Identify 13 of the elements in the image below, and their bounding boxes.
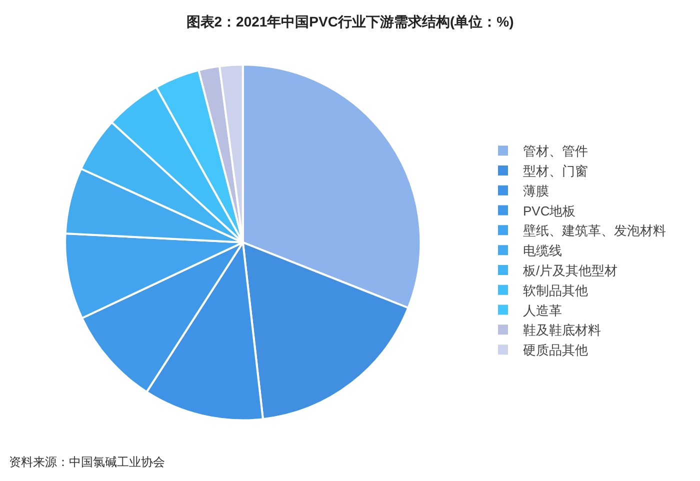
legend-label: 管材、管件 bbox=[523, 144, 588, 159]
chart-title: 图表2：2021年中国PVC行业下游需求结构(单位：%) bbox=[186, 14, 514, 30]
legend-label: 板/片及其他型材 bbox=[522, 263, 618, 278]
legend-label: 型材、门窗 bbox=[523, 164, 588, 179]
legend-label: 人造革 bbox=[523, 302, 562, 318]
legend-label: 鞋及鞋底材料 bbox=[523, 322, 601, 338]
legend-label: 薄膜 bbox=[523, 183, 549, 198]
legend-label: 电缆线 bbox=[523, 243, 562, 258]
text: 资料来源：中国氯碱工业协会 bbox=[9, 455, 165, 469]
legend-label: 壁纸、建筑革、发泡材料 bbox=[523, 223, 666, 238]
legend-label: 硬质品其他 bbox=[523, 342, 588, 358]
legend-label: PVC地板 bbox=[523, 203, 576, 218]
legend-label: 软制品其他 bbox=[523, 282, 588, 298]
